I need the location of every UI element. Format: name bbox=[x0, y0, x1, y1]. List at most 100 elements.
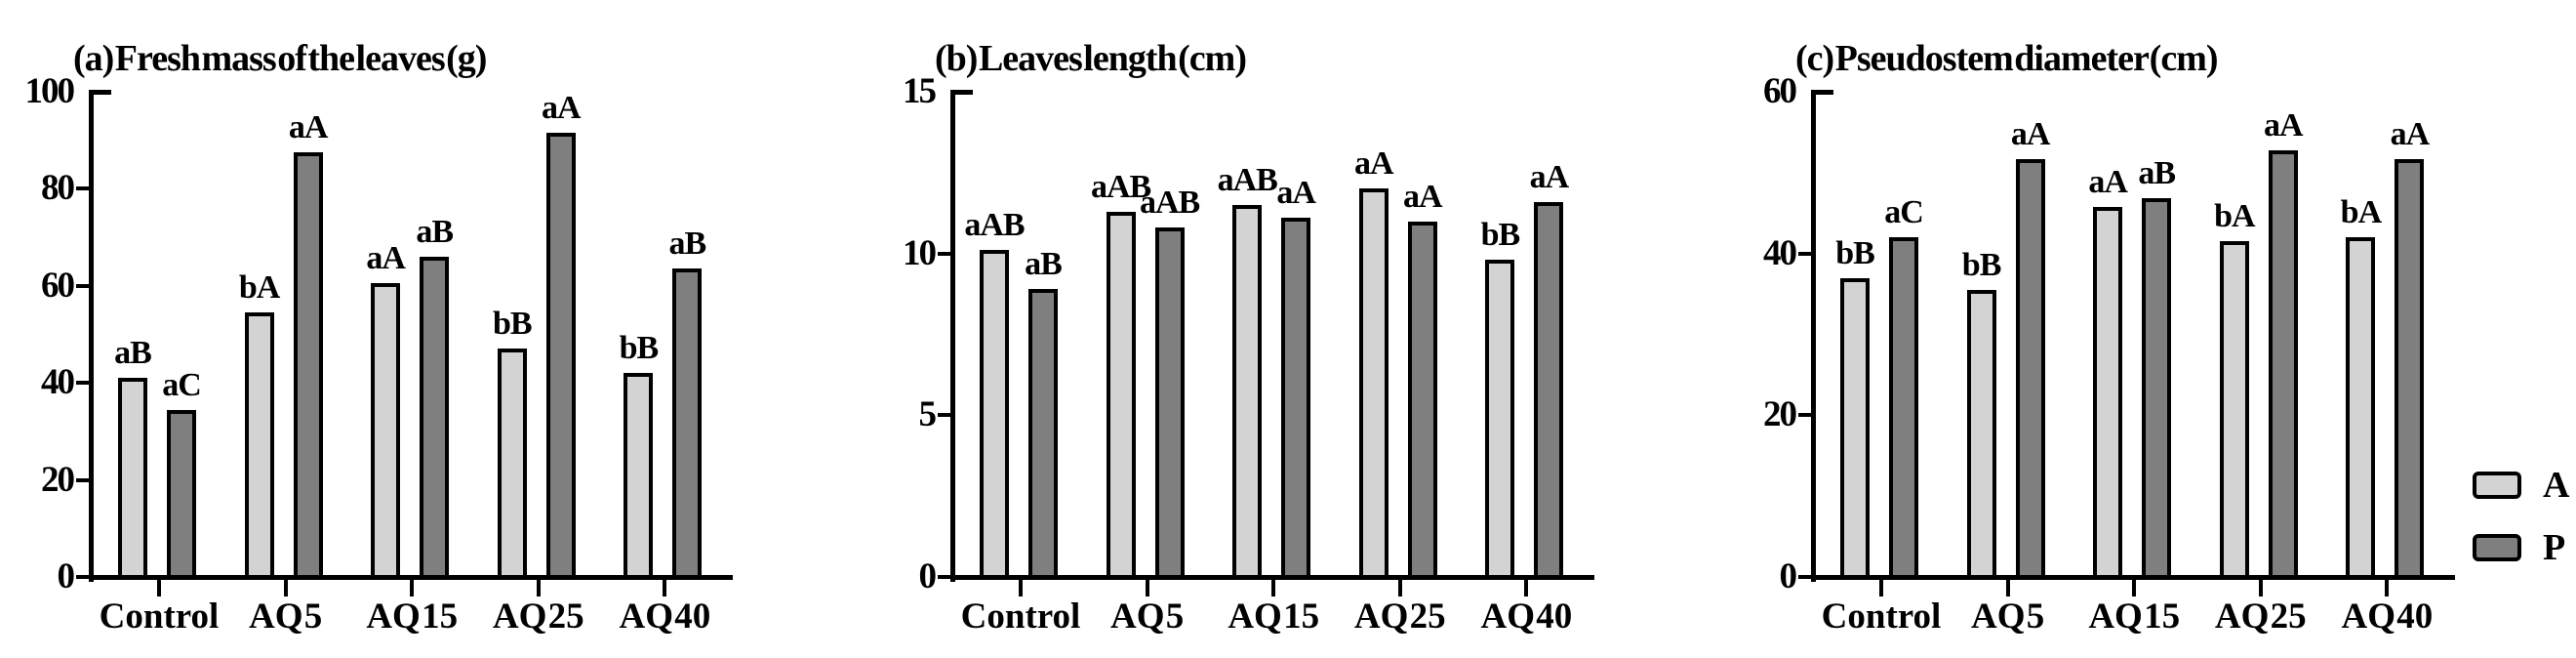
bar-A bbox=[1485, 260, 1515, 579]
x-category-label-aq-25: AQ 25 bbox=[2214, 596, 2307, 637]
bar-annotation: aA bbox=[1529, 158, 1570, 195]
y-tick-label: 0 bbox=[918, 556, 938, 596]
y-tick-label: 80 bbox=[41, 168, 75, 209]
bar-annotation: aB bbox=[668, 226, 707, 263]
bar-A bbox=[1358, 188, 1389, 579]
legend-label-a: A bbox=[2543, 465, 2570, 506]
y-tick-mark bbox=[76, 477, 89, 482]
y-tick-label: 40 bbox=[1763, 232, 1797, 273]
x-category-label-aq-15: AQ 15 bbox=[2088, 596, 2181, 637]
bar-annotation: bA bbox=[2340, 194, 2382, 231]
y-tick-mark bbox=[76, 283, 89, 288]
x-category-label-aq-5: AQ 5 bbox=[248, 596, 323, 637]
x-tick-mark bbox=[2132, 580, 2137, 596]
bar-A bbox=[1966, 289, 1996, 579]
x-axis-line bbox=[950, 575, 1594, 580]
x-category-label-aq-40: AQ 40 bbox=[1480, 596, 1573, 637]
bar-P bbox=[545, 133, 576, 579]
bar-P bbox=[293, 152, 323, 579]
bar-annotation: aB bbox=[114, 335, 152, 372]
legend-entry-a: A bbox=[2473, 467, 2569, 504]
bar-annotation: bA bbox=[238, 269, 280, 307]
x-tick-mark bbox=[2385, 580, 2390, 596]
y-tick-mark bbox=[76, 575, 89, 579]
x-tick-mark bbox=[1397, 580, 1402, 596]
x-tick-mark bbox=[1524, 580, 1529, 596]
y-tick-label: 20 bbox=[1763, 394, 1797, 435]
x-category-label-aq-5: AQ 5 bbox=[1109, 596, 1185, 637]
legend: A P bbox=[2473, 467, 2569, 566]
bar-P bbox=[2395, 158, 2425, 579]
bar-P bbox=[2015, 158, 2045, 579]
bar-annotation: aA bbox=[1403, 178, 1443, 215]
y-tick-label: 40 bbox=[41, 362, 75, 403]
y-tick-mark bbox=[1798, 251, 1811, 256]
y-tick-mark bbox=[76, 381, 89, 386]
x-tick-mark bbox=[1145, 580, 1149, 596]
y-axis-top-tick bbox=[1816, 90, 1833, 95]
chart-b-title: (b) Leaves length (cm) bbox=[935, 38, 1247, 79]
bar-annotation: aAB bbox=[1139, 185, 1200, 222]
x-tick-mark bbox=[157, 580, 161, 596]
bar-P bbox=[1028, 289, 1058, 579]
bar-P bbox=[1534, 201, 1564, 579]
x-axis-line bbox=[1811, 575, 2455, 580]
bar-P bbox=[167, 409, 196, 579]
bar-annotation: aB bbox=[416, 213, 454, 250]
bar-annotation: aA bbox=[2010, 115, 2051, 152]
bar-annotation: aB bbox=[2138, 155, 2176, 192]
y-tick-mark bbox=[1798, 413, 1811, 418]
bar-annotation: aA bbox=[288, 109, 329, 146]
bar-annotation: bB bbox=[619, 330, 660, 367]
y-tick-label: 0 bbox=[1779, 556, 1798, 596]
x-category-label-control: Control bbox=[1821, 596, 1942, 637]
bar-A bbox=[1232, 204, 1263, 579]
x-tick-mark bbox=[283, 580, 288, 596]
bar-annotation: bB bbox=[1480, 217, 1521, 254]
y-tick-mark bbox=[938, 413, 950, 418]
bar-P bbox=[672, 268, 703, 579]
bar-annotation: aB bbox=[1025, 246, 1063, 283]
legend-swatch-a-icon bbox=[2473, 472, 2521, 499]
x-category-label-aq-15: AQ 15 bbox=[366, 596, 459, 637]
y-axis-line bbox=[950, 90, 955, 582]
x-category-label-aq-40: AQ 40 bbox=[619, 596, 711, 637]
x-tick-mark bbox=[1879, 580, 1883, 596]
y-axis-top-tick bbox=[94, 90, 111, 95]
x-tick-mark bbox=[1271, 580, 1276, 596]
legend-swatch-p-icon bbox=[2473, 534, 2521, 561]
bar-A bbox=[244, 312, 274, 579]
y-tick-mark bbox=[1798, 575, 1811, 579]
bar-P bbox=[1154, 227, 1185, 579]
chart-a-title: (a) Fresh mass of the leaves (g) bbox=[73, 38, 487, 79]
bar-annotation: aA bbox=[2088, 164, 2128, 201]
bar-A bbox=[624, 373, 654, 579]
y-axis-line bbox=[1811, 90, 1816, 582]
bar-A bbox=[1840, 277, 1870, 579]
x-category-label-aq-5: AQ 5 bbox=[1970, 596, 2045, 637]
y-axis-top-tick bbox=[955, 90, 973, 95]
x-tick-mark bbox=[2005, 580, 2010, 596]
bar-annotation: aAB bbox=[1090, 168, 1151, 205]
bar-P bbox=[2142, 198, 2172, 579]
bar-annotation: aC bbox=[1884, 194, 1924, 231]
bar-A bbox=[2219, 241, 2249, 579]
bar-P bbox=[1889, 237, 1918, 579]
bar-A bbox=[497, 349, 527, 579]
legend-label-p: P bbox=[2543, 527, 2566, 568]
bar-A bbox=[1106, 211, 1136, 579]
x-category-label-aq-25: AQ 25 bbox=[1353, 596, 1446, 637]
x-category-label-control: Control bbox=[99, 596, 220, 637]
y-tick-label: 10 bbox=[903, 232, 937, 273]
bar-annotation: bB bbox=[1961, 246, 2002, 283]
bar-annotation: bB bbox=[493, 306, 533, 343]
bar-A bbox=[118, 378, 147, 579]
y-tick-label: 100 bbox=[24, 71, 76, 111]
bar-annotation: aA bbox=[1276, 175, 1316, 212]
x-category-label-aq-40: AQ 40 bbox=[2341, 596, 2434, 637]
bar-A bbox=[371, 283, 401, 579]
bar-P bbox=[1281, 218, 1311, 579]
